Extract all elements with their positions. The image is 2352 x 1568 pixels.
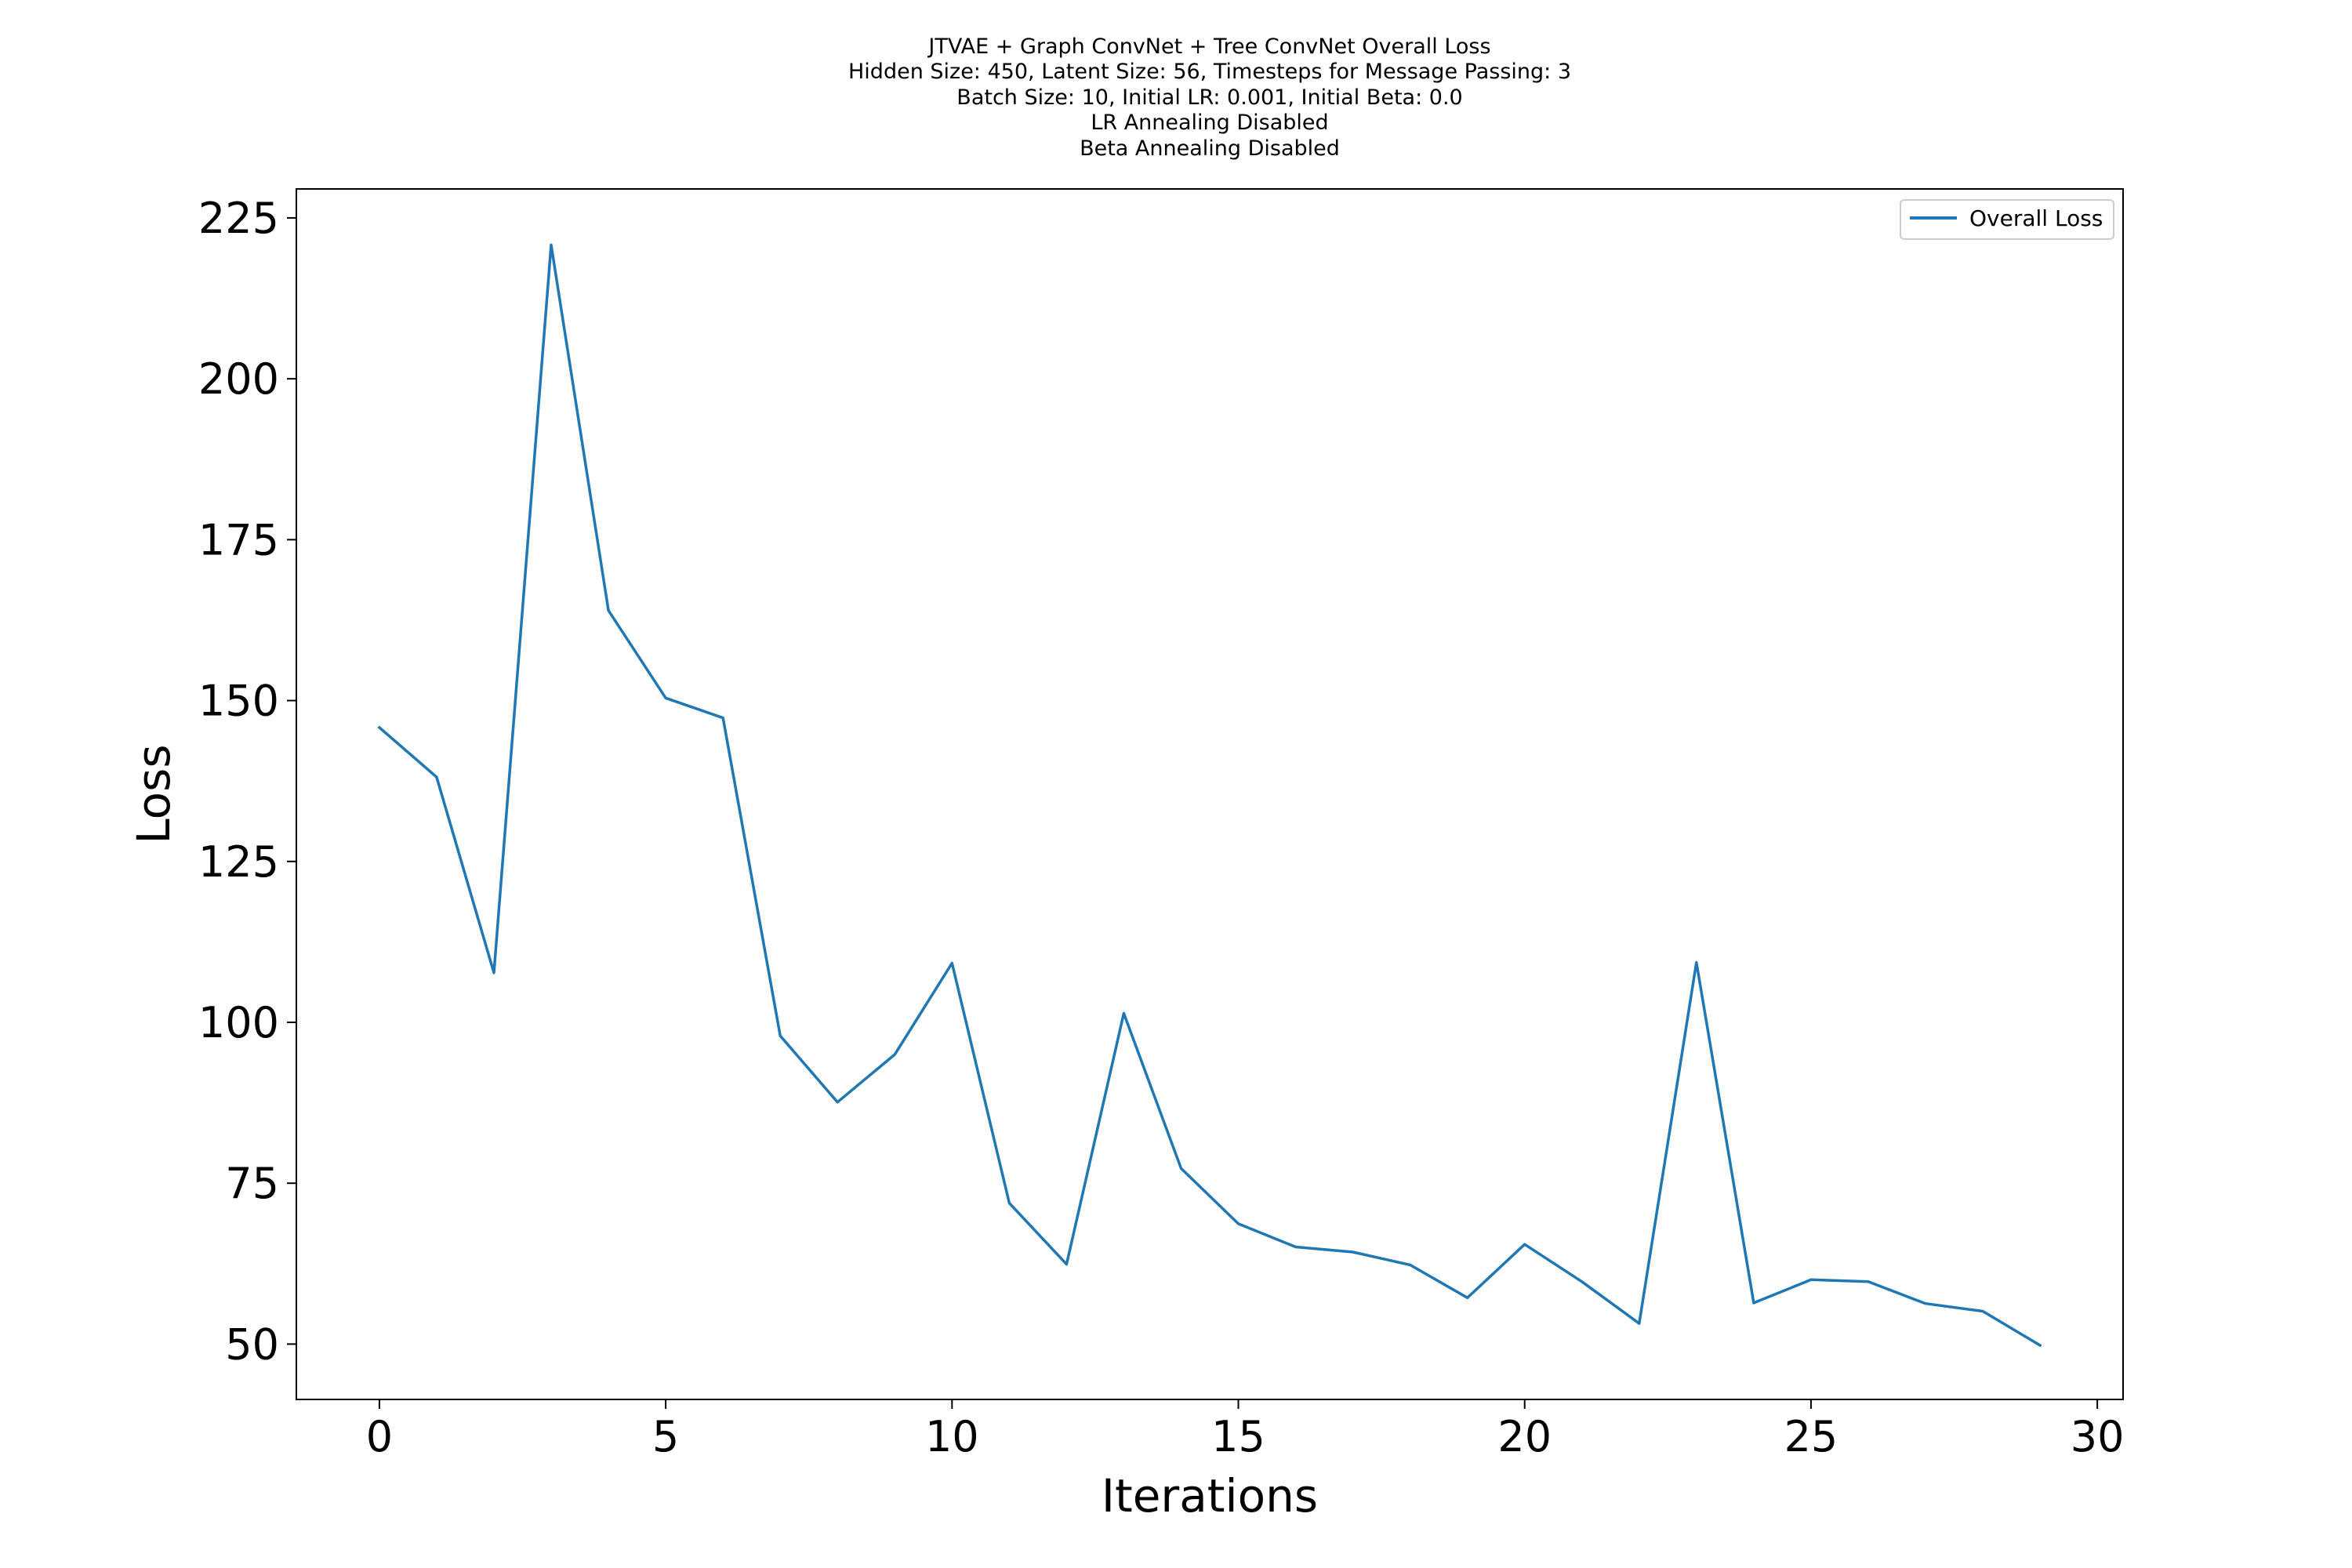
x-tick-label: 5: [652, 1412, 679, 1461]
y-axis-ticks: 50 75 100 125 150 175 200 225: [198, 194, 296, 1369]
y-tick-label: 175: [198, 515, 279, 564]
title-line-5: Beta Annealing Disabled: [1080, 136, 1340, 161]
y-tick-label: 100: [198, 998, 279, 1047]
title-line-2: Hidden Size: 450, Latent Size: 56, Times…: [848, 60, 1571, 84]
y-axis-label: Loss: [127, 744, 180, 844]
y-tick-label: 50: [225, 1319, 279, 1369]
x-axis-ticks: 0 5 10 15 20 25 30: [366, 1399, 2125, 1461]
x-tick-label: 25: [1784, 1412, 1838, 1461]
chart-title: JTVAE + Graph ConvNet + Tree ConvNet Ove…: [848, 34, 1571, 161]
x-tick-label: 30: [2071, 1412, 2125, 1461]
y-tick-label: 150: [198, 677, 279, 726]
x-tick-label: 20: [1497, 1412, 1552, 1461]
x-tick-label: 15: [1211, 1412, 1265, 1461]
legend: Overall Loss: [1900, 199, 2114, 240]
x-tick-label: 0: [366, 1412, 393, 1461]
series-layer: [377, 243, 2042, 1348]
title-line-3: Batch Size: 10, Initial LR: 0.001, Initi…: [956, 85, 1462, 110]
series-line-0: [377, 243, 2042, 1348]
y-tick-label: 200: [198, 354, 279, 404]
x-tick-label: 10: [925, 1412, 979, 1461]
legend-label: Overall Loss: [1969, 205, 2103, 231]
title-line-4: LR Annealing Disabled: [1091, 111, 1328, 135]
y-tick-label: 75: [225, 1159, 279, 1208]
title-line-1: JTVAE + Graph ConvNet + Tree ConvNet Ove…: [927, 34, 1490, 59]
legend-box: [1900, 199, 2114, 240]
x-axis-label: Iterations: [1102, 1469, 1318, 1523]
y-tick-label: 225: [198, 194, 279, 243]
y-tick-label: 125: [198, 837, 279, 887]
plot-area-frame: [296, 188, 2124, 1400]
